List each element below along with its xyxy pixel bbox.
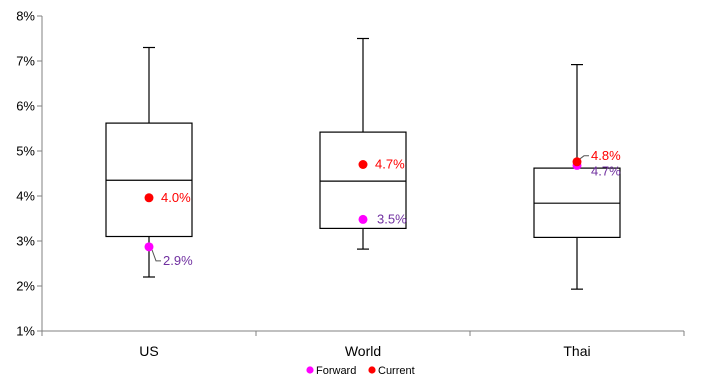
y-tick-label: 6%: [16, 99, 35, 114]
forward-point: [144, 242, 154, 252]
y-tick-label: 1%: [16, 324, 35, 339]
iqr-box: [319, 131, 407, 230]
forward-legend-marker: [306, 366, 314, 374]
forward-legend-label: Forward: [316, 365, 356, 377]
x-tick-label: US: [139, 343, 158, 359]
current-data-label: 4.8%: [591, 148, 621, 163]
y-tick-label: 8%: [16, 9, 35, 24]
y-tick-label: 5%: [16, 144, 35, 159]
x-tick-label: Thai: [563, 343, 590, 359]
legend: Forward Current: [306, 365, 415, 377]
data-points: 2.9%3.5%4.7%4.0%4.7%4.8%: [144, 148, 621, 268]
forward-data-label: 4.7%: [591, 163, 621, 178]
label-leader-line: [151, 249, 161, 262]
y-tick-label: 3%: [16, 234, 35, 249]
x-tick-label: World: [345, 343, 381, 359]
current-point: [144, 193, 154, 203]
label-leader-line: [579, 155, 589, 160]
current-legend-label: Current: [378, 365, 415, 377]
forward-data-label: 2.9%: [163, 253, 193, 268]
forward-data-label: 3.5%: [377, 211, 407, 226]
y-tick-label: 4%: [16, 189, 35, 204]
y-tick-label: 2%: [16, 279, 35, 294]
current-data-label: 4.7%: [375, 157, 405, 172]
current-legend-marker: [368, 366, 376, 374]
boxes: [105, 37, 621, 290]
current-point: [358, 160, 368, 169]
forward-point: [358, 214, 368, 224]
axes: 1% 2% 3% 4% 5% 6% 7% 8% US World Thai: [16, 9, 685, 359]
current-point: [572, 157, 582, 167]
y-tick-label: 7%: [16, 54, 35, 69]
current-data-label: 4.0%: [161, 190, 191, 205]
